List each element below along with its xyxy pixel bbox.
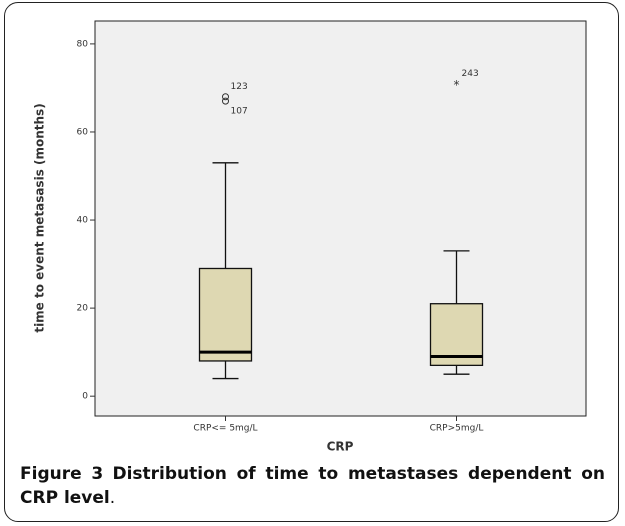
y-tick-label: 60	[77, 127, 89, 137]
chart: time to event metasasis (months) CRP 0 20…	[33, 20, 587, 454]
plot-area	[94, 20, 587, 417]
y-tick-label: 80	[77, 39, 89, 49]
caption-text: Distribution of time to metastases depen…	[20, 464, 606, 508]
outlier	[222, 93, 229, 101]
caption: Figure 3 Distribution of time to metasta…	[20, 462, 605, 510]
y-axis-title: time to event metasasis (months)	[33, 103, 47, 332]
outlier-label: 107	[231, 107, 248, 117]
box	[198, 267, 253, 362]
outlier-label: 243	[462, 69, 479, 79]
caption-end: .	[109, 488, 116, 508]
outlier	[222, 97, 229, 105]
x-tick-label: CRP>5mg/L	[430, 424, 484, 434]
y-tick-label: 20	[77, 304, 89, 314]
y-tick-label: 0	[82, 392, 88, 402]
x-tick-label: CRP<= 5mg/L	[193, 424, 257, 434]
x-axis-title: CRP	[327, 440, 354, 454]
caption-label: Figure 3	[20, 464, 104, 484]
outlier: *	[454, 78, 460, 92]
outlier-label: 123	[231, 82, 248, 92]
figure-frame	[4, 2, 619, 522]
y-tick-label: 40	[77, 216, 89, 226]
